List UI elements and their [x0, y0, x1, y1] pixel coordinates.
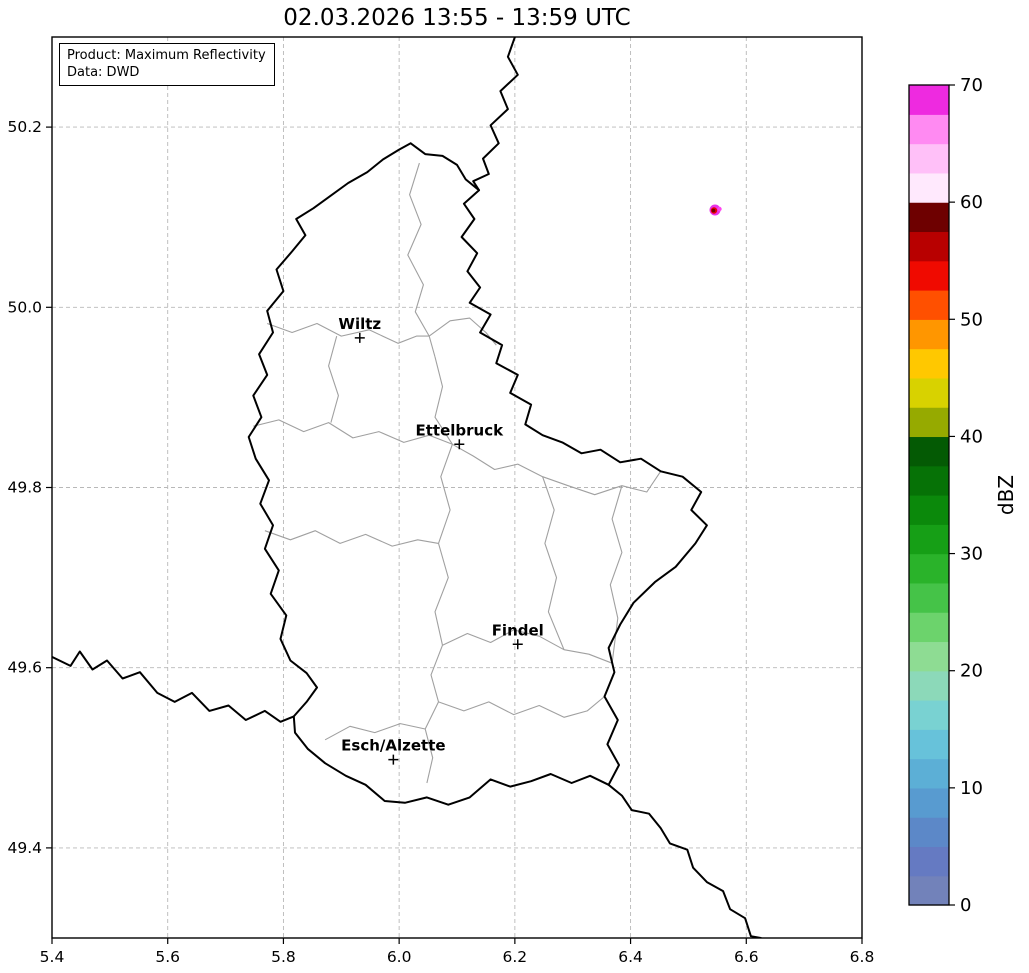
colorbar-tick-label: 50: [960, 309, 983, 330]
district-border: [542, 476, 565, 650]
y-tick-label: 49.6: [7, 659, 42, 677]
city-marker: [454, 439, 465, 450]
city-label: Esch/Alzette: [341, 737, 445, 755]
colorbar-band: [909, 348, 949, 379]
district-border: [324, 723, 426, 741]
colorbar-tick-label: 20: [960, 661, 983, 682]
colorbar-band: [909, 377, 949, 408]
radar-echo: [711, 208, 716, 213]
colorbar-band: [909, 612, 949, 643]
colorbar-band: [909, 319, 949, 350]
x-tick-label: 6.2: [503, 948, 528, 966]
annotation-box: Product: Maximum Reflectivity Data: DWD: [59, 43, 275, 87]
colorbar-band: [909, 729, 949, 760]
district-border: [609, 485, 623, 664]
x-tick-label: 5.6: [155, 948, 180, 966]
colorbar-band: [909, 670, 949, 701]
city-marker: [388, 754, 399, 765]
colorbar-band: [909, 495, 949, 525]
district-border: [328, 335, 339, 423]
x-tick-label: 6.8: [850, 948, 875, 966]
country-border-belgium-germany: [472, 37, 519, 192]
colorbar-band: [909, 260, 949, 291]
colorbar-tick-label: 30: [960, 544, 983, 565]
colorbar-band: [909, 290, 949, 320]
country-border-luxembourg: [247, 142, 708, 806]
country-border-france-germany: [607, 783, 762, 938]
colorbar-band: [909, 700, 949, 730]
colorbar-band: [909, 875, 949, 906]
district-border: [424, 645, 444, 784]
colorbar-band: [909, 641, 949, 672]
district-border: [438, 696, 605, 718]
y-tick-label: 50.0: [7, 298, 42, 316]
colorbar-band: [909, 524, 949, 555]
colorbar-outline: [908, 84, 950, 906]
district-border: [264, 530, 439, 547]
city-marker: [354, 332, 365, 343]
colorbar-tick-label: 60: [960, 192, 983, 213]
map-layer: Wiltz Ettelbruck Findel Esch/Alzette: [52, 37, 762, 938]
colorbar-band: [909, 582, 949, 613]
city-label: Wiltz: [338, 315, 381, 333]
district-border: [434, 444, 453, 646]
x-tick-label: 5.4: [40, 948, 65, 966]
colorbar-band: [909, 85, 949, 115]
country-border-france-belgium: [52, 650, 295, 723]
district-border: [267, 322, 430, 344]
y-tick-label: 50.2: [7, 118, 42, 136]
x-tick-label: 6.6: [734, 948, 759, 966]
colorbar-band: [909, 231, 949, 262]
radar-echo: [717, 206, 722, 212]
annotation-product-line: Product: Maximum Reflectivity: [67, 48, 266, 63]
colorbar-band: [909, 114, 949, 145]
colorbar-band: [909, 172, 949, 203]
colorbar-band: [909, 465, 949, 496]
colorbar-band: [909, 407, 949, 438]
y-tick-label: 49.4: [7, 839, 42, 857]
plot-title: 02.03.2026 13:55 - 13:59 UTC: [283, 5, 631, 31]
city-label: Findel: [492, 621, 544, 639]
colorbar-band: [909, 436, 949, 467]
district-border: [452, 443, 662, 496]
district-border: [434, 356, 453, 445]
city-marker: [512, 639, 523, 650]
colorbar-band: [909, 817, 949, 848]
district-border: [442, 629, 613, 664]
annotation-data-source-line: Data: DWD: [67, 65, 140, 81]
colorbar-band: [909, 758, 949, 789]
colorbar-band: [909, 553, 949, 584]
colorbar-tick-label: 40: [960, 426, 983, 447]
x-tick-label: 5.8: [271, 948, 296, 966]
colorbar-band: [909, 846, 949, 877]
colorbar-tick-label: 70: [960, 75, 983, 96]
colorbar-tick-label: 10: [960, 778, 983, 799]
city-label: Ettelbruck: [416, 421, 505, 439]
colorbar-tick-label: 0: [960, 895, 971, 916]
district-border: [253, 419, 453, 445]
district-border: [407, 162, 436, 358]
colorbar-band: [909, 202, 949, 233]
gridlines: [51, 37, 863, 938]
colorbar-band: [909, 143, 949, 174]
x-tick-label: 6.0: [387, 948, 412, 966]
colorbar-band: [909, 787, 949, 818]
y-tick-label: 49.8: [7, 479, 42, 497]
x-tick-label: 6.4: [618, 948, 643, 966]
